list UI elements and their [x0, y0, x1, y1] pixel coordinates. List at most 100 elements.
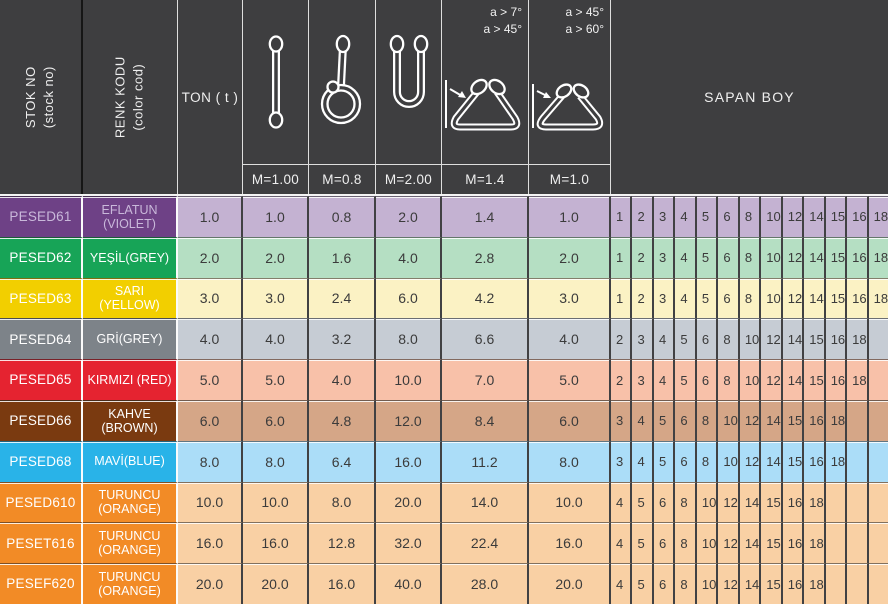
- length-cell: 8: [696, 440, 719, 482]
- load-value-cell: 2.0: [243, 236, 309, 278]
- length-cell: 16: [804, 399, 826, 441]
- length-cell: 16: [825, 318, 848, 360]
- ton-header-text: TON ( t ): [181, 89, 239, 105]
- length-cell: 2: [611, 318, 633, 360]
- length-cell: 3: [632, 359, 654, 400]
- color-code-cell: TURUNCU (ORANGE): [83, 563, 178, 604]
- angle-labels-two-leg: a > 7° a > 45°: [484, 4, 523, 39]
- table-row: PESED61 EFLATUN (VIOLET) 1.0 1.0 0.8 2.0 1.4 1.…: [0, 196, 888, 237]
- length-cell: 15: [804, 318, 826, 360]
- load-value-cell: 20.0: [529, 563, 611, 604]
- length-cell: 18: [825, 440, 848, 482]
- length-cell: 18: [804, 563, 826, 604]
- ton-value-cell: 20.0: [178, 563, 243, 604]
- length-cell: 16: [782, 563, 805, 604]
- load-value-cell: 3.0: [243, 277, 309, 319]
- ton-value-cell: 10.0: [178, 481, 243, 523]
- length-cell: 1: [611, 236, 633, 278]
- basket-sling-icon: [385, 34, 433, 130]
- length-cell: 5: [653, 440, 676, 482]
- ton-value-cell: 5.0: [178, 359, 243, 400]
- color-code-cell: GRİ(GREY): [83, 318, 178, 360]
- stock-no-cell: PESED68: [0, 440, 83, 482]
- mode-col-choker: M=0.8: [309, 0, 376, 194]
- length-cell: [847, 440, 869, 482]
- angle-labels-two-leg-wide: a > 45° a > 60°: [566, 4, 605, 39]
- table-row: PESED62 YEŞİL(GREY) 2.0 2.0 1.6 4.0 2.8 2.0 1 2 3 4…: [0, 236, 888, 278]
- mode-col-vertical: M=1.00: [243, 0, 309, 194]
- m-factor-two-leg: M=1.4: [442, 164, 528, 194]
- mode-col-two-leg: a > 7° a > 45° M=1.4: [442, 0, 529, 194]
- load-value-cell: 10.0: [376, 359, 442, 400]
- m-factor-choker: M=0.8: [309, 164, 375, 194]
- load-value-cell: 20.0: [376, 481, 442, 523]
- length-cell: [868, 563, 888, 604]
- load-value-cell: 10.0: [243, 481, 309, 523]
- ton-value-cell: 16.0: [178, 522, 243, 564]
- load-value-cell: 2.8: [442, 236, 529, 278]
- load-value-cell: 6.0: [529, 399, 611, 441]
- length-cell: 4: [611, 481, 633, 523]
- length-cell: 12: [782, 277, 805, 319]
- load-value-cell: 16.0: [376, 440, 442, 482]
- load-value-cell: 8.0: [243, 440, 309, 482]
- length-cell: 16: [804, 440, 826, 482]
- load-value-cell: 8.4: [442, 399, 529, 441]
- load-value-cell: 6.0: [243, 399, 309, 441]
- length-cell: 15: [825, 277, 848, 319]
- load-value-cell: 22.4: [442, 522, 529, 564]
- length-cell: 8: [718, 359, 740, 400]
- load-value-cell: 5.0: [529, 359, 611, 400]
- color-code-cell: SARI (YELLOW): [83, 277, 178, 319]
- length-cell: [825, 481, 848, 523]
- renk-kodu-subtitle: (color cod): [130, 63, 146, 131]
- load-value-cell: 16.0: [529, 522, 611, 564]
- length-cell: 10: [739, 318, 762, 360]
- length-cell: 8: [696, 399, 719, 441]
- length-cell: 10: [718, 440, 740, 482]
- load-value-cell: 4.0: [529, 318, 611, 360]
- length-cell: 4: [632, 440, 654, 482]
- length-cell: 5: [632, 481, 654, 523]
- length-cell: 12: [718, 563, 740, 604]
- length-cell: [825, 522, 848, 564]
- ton-header: TON ( t ): [178, 0, 243, 194]
- m-factor-basket: M=2.00: [376, 164, 441, 194]
- length-cell: 15: [761, 481, 783, 523]
- stock-no-cell: PESED65: [0, 359, 83, 400]
- length-cell: 14: [782, 359, 805, 400]
- length-cell: 12: [761, 359, 783, 400]
- m-factor-vertical: M=1.00: [243, 164, 308, 194]
- length-cell: 3: [653, 236, 676, 278]
- length-cell: 18: [847, 318, 869, 360]
- load-value-cell: 2.0: [376, 196, 442, 237]
- length-cell: 3: [653, 277, 676, 319]
- length-cell: 10: [696, 522, 719, 564]
- renk-kodu-title: RENK KODU: [112, 56, 128, 138]
- length-cell: 5: [653, 399, 676, 441]
- load-value-cell: 6.4: [309, 440, 376, 482]
- sapan-boy-header-text: SAPAN BOY: [704, 89, 795, 105]
- length-cell: 8: [675, 563, 697, 604]
- ton-value-cell: 4.0: [178, 318, 243, 360]
- length-cell: [847, 522, 869, 564]
- color-code-cell: KAHVE (BROWN): [83, 399, 178, 441]
- length-cell: 14: [804, 277, 826, 319]
- length-cell: [825, 563, 848, 604]
- length-cell: 4: [653, 359, 676, 400]
- load-value-cell: 0.8: [309, 196, 376, 237]
- length-cell: 5: [632, 563, 654, 604]
- length-cell: 8: [675, 481, 697, 523]
- angle-label: a > 7°: [490, 5, 522, 19]
- color-code-cell: YEŞİL(GREY): [83, 236, 178, 278]
- length-cell: 12: [782, 196, 805, 237]
- length-cell: 18: [847, 359, 869, 400]
- table-row: PESED610 TURUNCU (ORANGE) 10.0 10.0 8.0 20.0 1…: [0, 481, 888, 523]
- length-cell: 8: [739, 277, 762, 319]
- two-leg-wide-angle-sling-icon: [530, 80, 610, 136]
- length-cell: [868, 522, 888, 564]
- stock-no-cell: PESEF620: [0, 563, 83, 604]
- length-cell: 16: [847, 196, 869, 237]
- load-value-cell: 8.0: [309, 481, 376, 523]
